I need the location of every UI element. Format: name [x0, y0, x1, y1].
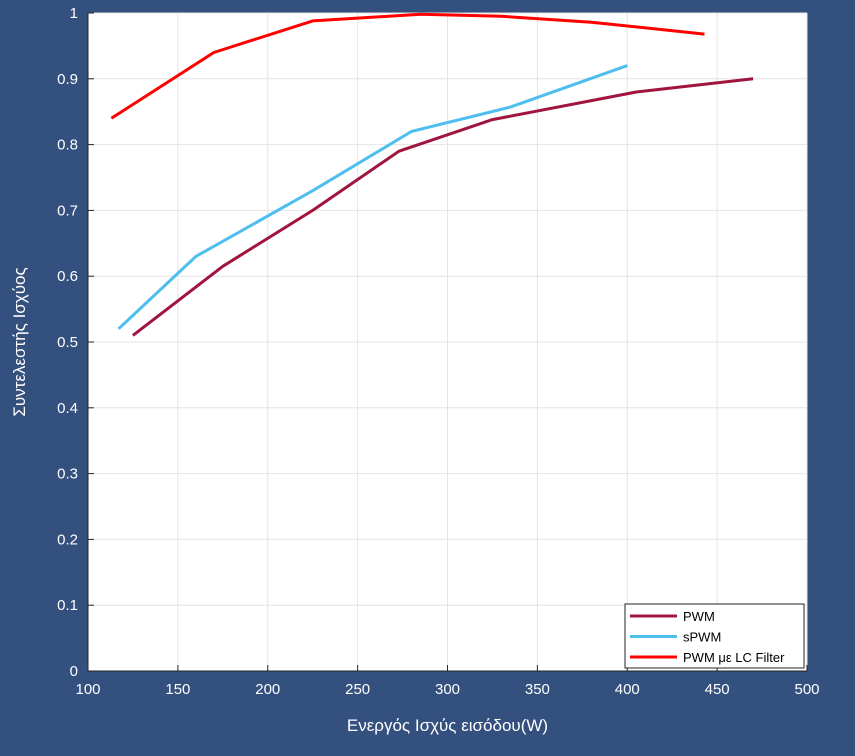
- series-line-3: [110, 12, 705, 120]
- series-line-2: [117, 64, 628, 330]
- y-tick-label: 0.8: [57, 137, 78, 154]
- y-axis-label: Συντελεστής Ισχύος: [10, 267, 29, 416]
- legend-entry: sPWM: [683, 630, 721, 645]
- legend-entry: PWM με LC Filter: [683, 650, 785, 665]
- y-tick-label: 1: [70, 5, 78, 22]
- x-axis-label: Ενεργός Ισχύς εισόδου(W): [347, 716, 548, 735]
- x-tick-label: 400: [615, 681, 640, 698]
- legend: PWM sPWM PWM με LC Filter: [624, 603, 805, 669]
- x-tick-label: 450: [705, 681, 730, 698]
- axis-ticks: 100 150 200 250 300 350 400 450 500 0 0.1 0.2 0.3 0.4…: [57, 5, 819, 698]
- y-tick-label: 0.6: [57, 268, 78, 285]
- y-tick-label: 0.9: [57, 71, 78, 88]
- x-tick-label: 150: [165, 681, 190, 698]
- y-tick-label: 0: [70, 663, 78, 680]
- y-tick-label: 0.3: [57, 466, 78, 483]
- x-tick-label: 500: [794, 681, 819, 698]
- x-tick-label: 300: [435, 681, 460, 698]
- y-tick-label: 0.1: [57, 597, 78, 614]
- y-tick-label: 0.7: [57, 202, 78, 219]
- y-tick-label: 0.4: [57, 400, 78, 417]
- series-line-1: [131, 77, 754, 337]
- y-tick-label: 0.2: [57, 531, 78, 548]
- x-tick-label: 200: [255, 681, 280, 698]
- x-tick-label: 250: [345, 681, 370, 698]
- x-tick-label: 100: [75, 681, 100, 698]
- x-tick-label: 350: [525, 681, 550, 698]
- legend-entry: PWM: [683, 609, 715, 624]
- series-lines: [110, 12, 754, 337]
- y-tick-label: 0.5: [57, 334, 78, 351]
